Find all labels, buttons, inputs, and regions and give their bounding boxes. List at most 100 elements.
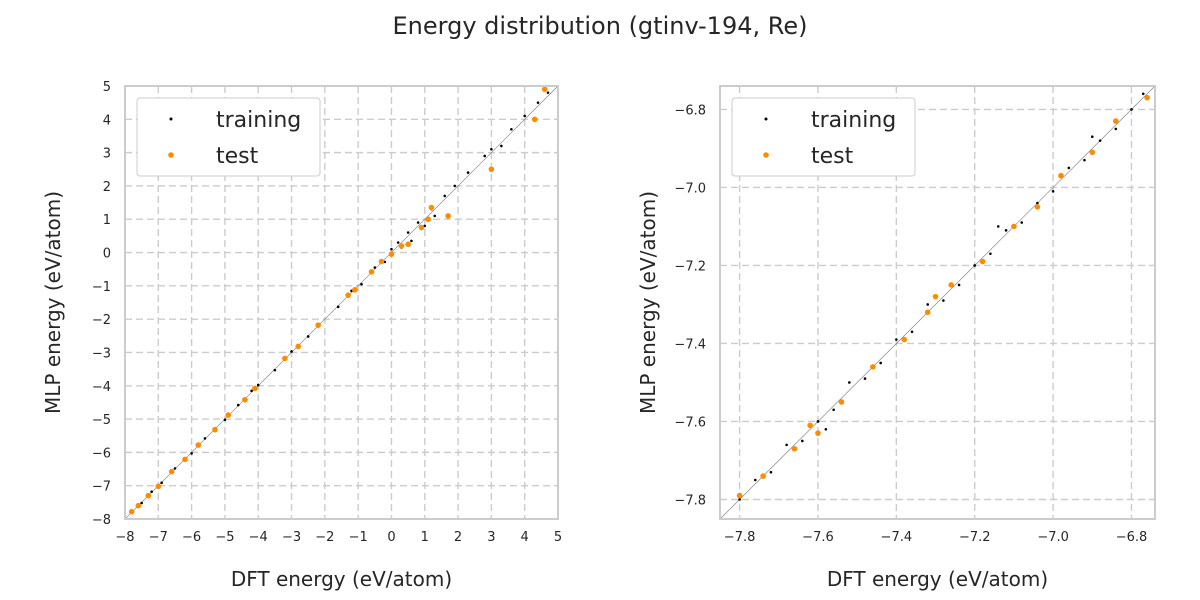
legend-box (731, 97, 916, 177)
x-tick-label: −6.8 (1116, 530, 1148, 545)
x-tick-label: 3 (487, 530, 495, 545)
data-point-training (510, 128, 513, 131)
legend-label-test: test (811, 144, 854, 169)
x-axis-label: DFT energy (eV/atom) (827, 567, 1048, 591)
data-point-training (1141, 92, 1145, 96)
y-tick-label: 2 (103, 180, 111, 195)
data-point-training (203, 437, 207, 440)
data-point-training (942, 299, 945, 302)
x-tick-label: −7 (149, 530, 168, 545)
x-tick-label: −2 (315, 530, 334, 545)
data-point-test (870, 364, 876, 370)
data-point-training (453, 184, 457, 188)
x-tick-label: −5 (215, 530, 234, 545)
data-point-training (466, 171, 470, 174)
data-point-training (256, 383, 260, 387)
x-tick-label: −7.8 (724, 530, 756, 545)
legend-label-test: test (216, 144, 259, 169)
data-point-training (816, 420, 820, 423)
y-tick-label: −7.8 (674, 493, 706, 508)
data-point-training (150, 490, 153, 493)
data-point-training (483, 154, 487, 158)
data-point-training (433, 214, 437, 218)
data-point-test (445, 213, 451, 219)
data-point-training (989, 252, 992, 256)
data-point-training (546, 91, 550, 94)
x-tick-label: −1 (349, 530, 368, 545)
data-point-training (273, 368, 277, 372)
data-point-training (500, 144, 503, 148)
data-point-training (785, 443, 788, 447)
data-point-test (815, 430, 821, 436)
x-tick-label: −8 (115, 530, 134, 545)
data-point-training (290, 350, 293, 353)
data-point-training (996, 225, 1000, 228)
data-point-training (236, 403, 240, 407)
data-point-training (753, 478, 757, 482)
x-tick-label: −7.4 (881, 530, 913, 545)
data-point-test (378, 258, 385, 265)
data-point-test (760, 473, 766, 479)
data-point-test (225, 412, 232, 418)
data-point-training (190, 452, 193, 455)
data-point-training (769, 470, 773, 474)
data-point-training (910, 330, 914, 334)
legend-marker-training (169, 117, 173, 121)
data-point-training (1083, 158, 1086, 162)
data-point-test (1113, 118, 1119, 124)
data-point-test (155, 483, 162, 490)
figure-title: Energy distribution (gtinv-194, Re) (393, 12, 808, 40)
data-point-training (973, 264, 977, 267)
plot-frame (124, 85, 559, 520)
data-point-training (250, 389, 253, 393)
y-tick-label: 3 (103, 147, 111, 162)
data-point-training (390, 247, 393, 251)
data-point-training (523, 114, 526, 118)
y-tick-label: −7.2 (674, 259, 706, 274)
data-point-training (410, 239, 413, 243)
data-point-test (135, 502, 142, 509)
legend: training test (731, 97, 916, 177)
left-chart: −8 −7 −6 −5 −4 −3 −2 −1 0 1 2 3 4 5 −8 −7 −6 −5 −4 −3 −2 −1 0… (41, 80, 562, 591)
x-tick-label: −7.0 (1037, 530, 1069, 545)
x-tick-label: 4 (521, 530, 529, 545)
legend-box (136, 97, 321, 177)
data-point-training (490, 147, 493, 151)
data-point-test (405, 241, 411, 248)
legend: training test (136, 97, 321, 177)
data-point-training (536, 101, 540, 104)
y-tick-label: −2 (92, 313, 111, 328)
y-tick-label: −7.0 (674, 181, 706, 196)
data-point-training (1051, 190, 1055, 193)
data-point-test (1058, 172, 1064, 179)
legend-label-training: training (216, 108, 301, 133)
data-point-test (838, 399, 845, 405)
x-tick-label: 1 (421, 530, 429, 545)
data-point-training (824, 427, 828, 431)
data-point-test (388, 251, 395, 258)
right-chart: −7.8 −7.6 −7.4 −7.2 −7.0 −6.8 −7.8 −7.6 −7.4 −7.… (636, 85, 1156, 591)
data-point-test (541, 86, 548, 93)
data-point-training (360, 282, 363, 286)
data-point-test (901, 336, 907, 343)
data-point-test (252, 385, 258, 392)
data-point-test (168, 468, 175, 475)
x-tick-label: 2 (454, 530, 462, 545)
data-point-test (932, 293, 939, 300)
data-point-test (295, 343, 302, 350)
data-point-test (282, 355, 288, 362)
data-point-test (807, 422, 813, 429)
data-point-test (1144, 94, 1150, 101)
data-point-training (396, 241, 400, 244)
y-tick-label: −1 (92, 280, 111, 295)
x-axis-label: DFT energy (eV/atom) (231, 567, 452, 591)
y-tick-label: −8 (92, 513, 111, 528)
data-point-training (443, 194, 447, 198)
data-point-test (791, 445, 798, 452)
data-point-test (924, 309, 931, 316)
x-tick-label: −6 (182, 530, 201, 545)
data-point-training (895, 338, 898, 341)
data-point-training (1114, 127, 1118, 131)
data-point-test (182, 456, 188, 463)
data-point-test (398, 243, 405, 249)
